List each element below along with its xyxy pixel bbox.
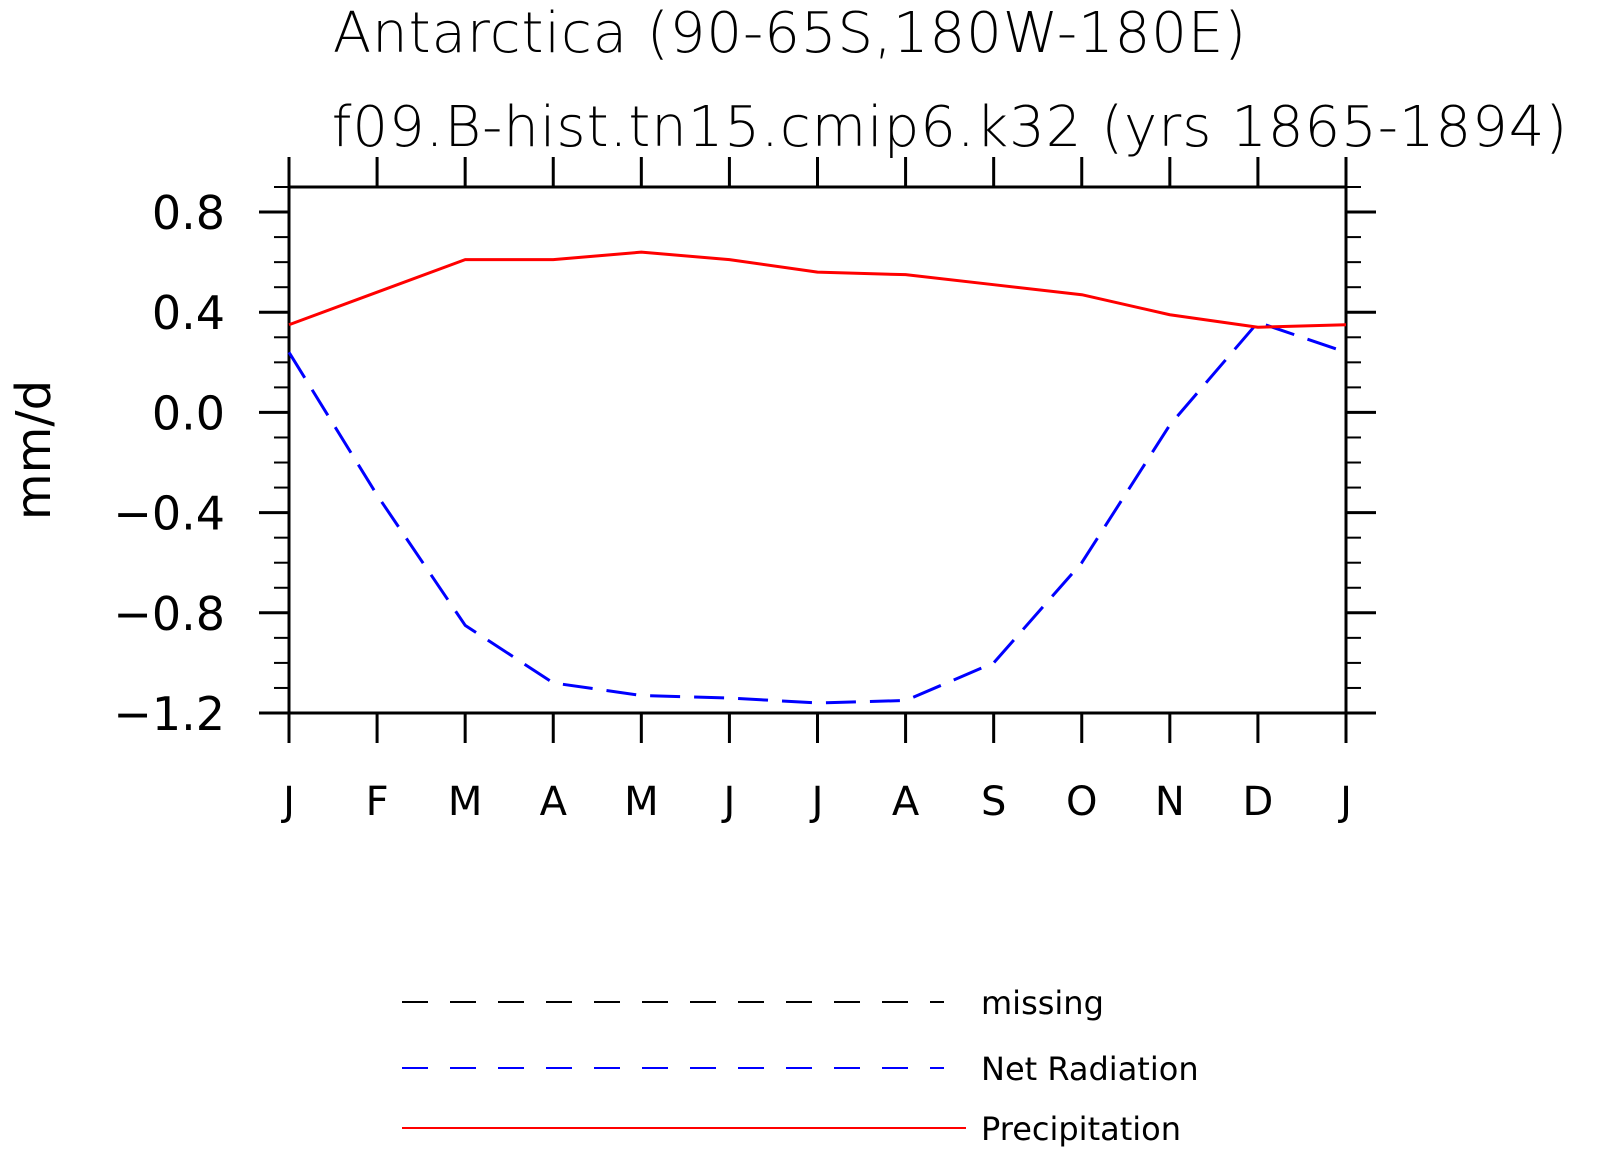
x-tick-label: J [1337,779,1352,825]
x-tick-label: J [809,779,824,825]
y-tick-label: 0.0 [152,386,225,440]
legend-label: Net Radiation [981,1050,1199,1088]
x-tick-label: S [981,779,1006,825]
legend-label: Precipitation [981,1110,1181,1148]
chart-subtitle: f09.B-hist.tn15.cmip6.k32 (yrs 1865-1894… [332,95,1569,160]
y-tick-label: 0.4 [152,286,225,340]
chart-title: Antarctica (90-65S,180W-180E) [333,1,1247,66]
y-tick-label: −1.2 [113,687,225,741]
legend-label: missing [981,984,1104,1022]
y-tick-label: −0.8 [113,587,225,641]
x-tick-label: A [540,779,568,825]
x-tick-label: J [721,779,736,825]
series-line-precipitation [288,250,1347,329]
x-tick-label: J [280,779,295,825]
y-tick-label: 0.8 [152,186,225,240]
x-tick-label: F [366,779,389,825]
y-tick-label: −0.4 [113,487,225,541]
x-tick-label: A [892,779,920,825]
x-tick-label: D [1243,779,1274,825]
x-tick-label: M [624,779,659,825]
x-tick-label: N [1155,779,1185,825]
x-tick-label: M [448,779,483,825]
y-axis-label: mm/d [6,380,62,520]
legend: missing Net Radiation Precipitation [402,984,1199,1148]
plot-area: 0.8 0.4 0.0 −0.4 −0.8 −1.2 J F M A M J J A S O N D J [113,157,1376,825]
series-line-net-radiation [287,320,1347,705]
x-tick-label: O [1066,779,1097,825]
